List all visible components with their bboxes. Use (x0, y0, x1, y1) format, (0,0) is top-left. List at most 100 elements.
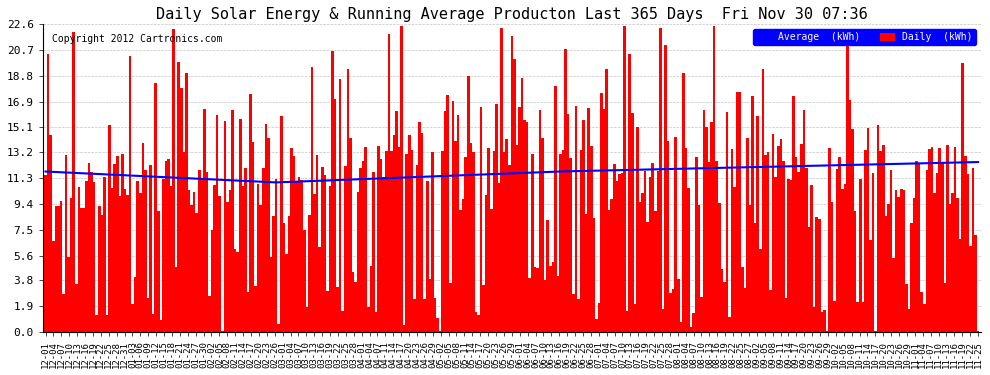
Bar (72, 32, 75, 332)
Bar (667, 141, 669, 332)
Bar (400, 26, 403, 332)
Bar (636, 127, 639, 332)
Bar (648, 177, 651, 332)
Bar (905, 284, 908, 332)
Bar (743, 288, 746, 332)
Bar (54, 206, 57, 332)
Bar (713, 26, 716, 332)
Bar (254, 286, 256, 332)
Bar (787, 179, 790, 332)
Bar (395, 111, 398, 332)
Bar (259, 205, 262, 332)
Bar (829, 148, 831, 332)
Bar (621, 173, 624, 332)
Bar (805, 168, 808, 332)
Bar (723, 282, 726, 332)
Bar (269, 257, 272, 332)
Bar (642, 193, 644, 332)
Bar (931, 147, 934, 332)
Bar (546, 220, 549, 332)
Bar (631, 112, 634, 332)
Bar (718, 203, 721, 332)
Bar (956, 198, 959, 332)
Bar (618, 174, 621, 332)
Bar (810, 185, 813, 332)
Bar (851, 129, 853, 332)
Bar (842, 189, 843, 332)
Bar (782, 160, 785, 332)
Bar (456, 115, 459, 332)
Bar (367, 307, 369, 332)
Bar (159, 320, 162, 332)
Bar (700, 297, 703, 332)
Bar (926, 170, 929, 332)
Bar (751, 96, 754, 332)
Bar (234, 249, 237, 332)
Bar (690, 327, 692, 332)
Bar (951, 193, 953, 332)
Bar (132, 304, 134, 332)
Bar (879, 151, 882, 332)
Bar (587, 108, 590, 332)
Bar (229, 190, 232, 332)
Bar (679, 322, 682, 332)
Bar (172, 30, 175, 332)
Bar (201, 178, 203, 332)
Bar (111, 188, 114, 332)
Bar (864, 150, 866, 332)
Bar (313, 194, 316, 332)
Bar (482, 285, 485, 332)
Bar (846, 29, 848, 332)
Bar (977, 331, 979, 332)
Bar (51, 242, 54, 332)
Bar (444, 111, 446, 332)
Bar (282, 224, 285, 332)
Bar (498, 183, 500, 332)
Bar (359, 168, 362, 332)
Bar (861, 302, 864, 332)
Bar (836, 169, 839, 332)
Bar (275, 179, 277, 332)
Bar (551, 262, 554, 332)
Bar (364, 147, 367, 332)
Bar (598, 303, 600, 332)
Bar (93, 182, 95, 332)
Bar (739, 92, 742, 332)
Bar (534, 267, 537, 332)
Bar (337, 286, 339, 332)
Bar (624, 26, 626, 332)
Bar (831, 202, 834, 332)
Bar (442, 151, 444, 332)
Bar (518, 107, 521, 332)
Bar (495, 104, 498, 332)
Bar (467, 76, 469, 332)
Bar (139, 193, 142, 332)
Bar (264, 124, 267, 332)
Bar (754, 223, 756, 332)
Bar (969, 246, 971, 332)
Bar (913, 198, 916, 332)
Bar (821, 312, 823, 332)
Bar (729, 317, 731, 332)
Bar (262, 168, 264, 332)
Bar (208, 296, 211, 332)
Legend: Average  (kWh), Daily  (kWh): Average (kWh), Daily (kWh) (753, 29, 976, 45)
Bar (616, 181, 618, 332)
Bar (437, 318, 439, 332)
Bar (872, 173, 874, 332)
Bar (390, 151, 393, 332)
Bar (70, 198, 72, 332)
Bar (272, 216, 275, 332)
Bar (195, 213, 198, 332)
Bar (774, 177, 777, 332)
Bar (464, 158, 467, 332)
Bar (245, 168, 247, 332)
Bar (661, 309, 664, 332)
Bar (779, 139, 782, 332)
Bar (424, 299, 426, 332)
Bar (303, 230, 306, 332)
Bar (716, 161, 718, 332)
Bar (818, 219, 821, 332)
Bar (170, 186, 172, 332)
Bar (472, 152, 474, 332)
